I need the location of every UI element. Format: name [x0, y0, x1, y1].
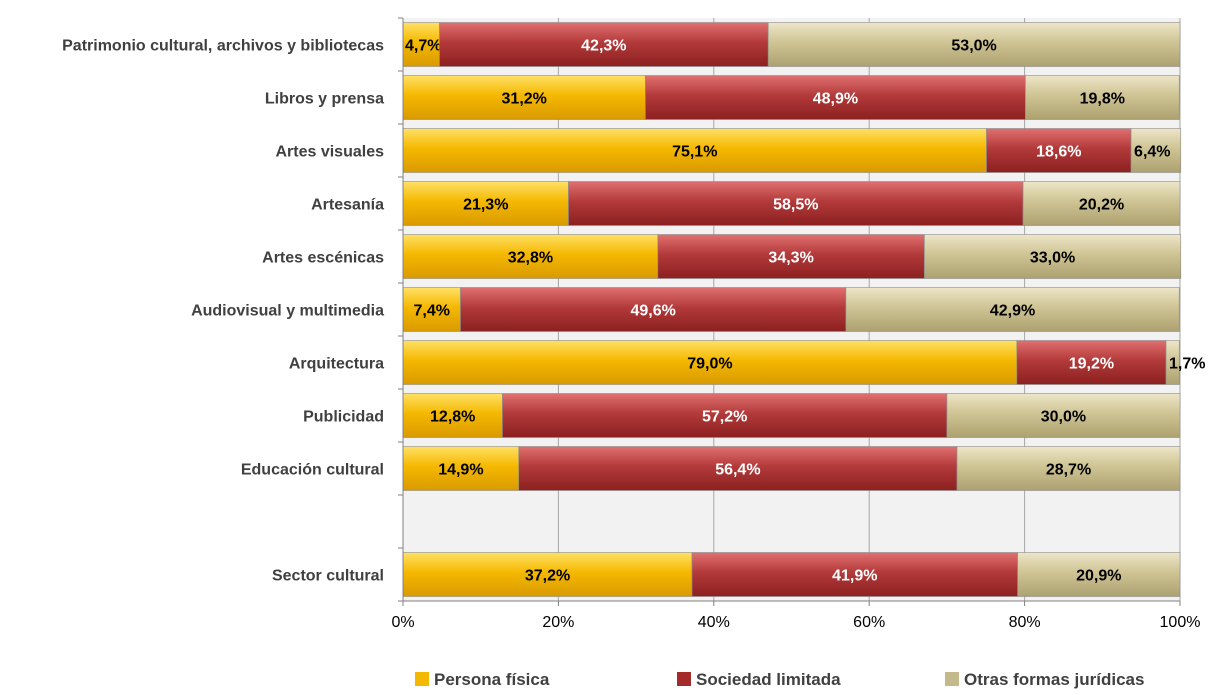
bar-segment-3	[946, 393, 1181, 438]
data-label: 42,9%	[990, 303, 1035, 320]
bar-segment-1	[402, 552, 693, 597]
data-label: 41,9%	[832, 568, 877, 585]
data-label: 37,2%	[525, 568, 570, 585]
data-label: 75,1%	[672, 144, 717, 161]
data-label: 42,3%	[581, 38, 626, 55]
data-label: 12,8%	[430, 409, 475, 426]
x-tick-label: 80%	[1009, 614, 1041, 631]
data-label: 19,2%	[1069, 356, 1114, 373]
bar-segment-1	[402, 446, 520, 491]
data-label: 28,7%	[1046, 462, 1091, 479]
bar-segment-2	[460, 287, 847, 332]
bar-segment-2	[1016, 340, 1167, 385]
legend-swatch-2	[677, 672, 691, 686]
bar-segment-3	[956, 446, 1181, 491]
bar-segment-3	[1130, 128, 1182, 173]
data-label: 32,8%	[508, 250, 553, 267]
category-label: Libros y prensa	[265, 91, 384, 108]
bar-segment-2	[518, 446, 958, 491]
bar-segment-2	[568, 181, 1024, 226]
category-label: Audiovisual y multimedia	[191, 303, 384, 320]
data-label: 49,6%	[631, 303, 676, 320]
data-label: 57,2%	[702, 409, 747, 426]
data-label: 30,0%	[1041, 409, 1086, 426]
category-label: Artes visuales	[275, 144, 384, 161]
legend-label-2: Sociedad limitada	[696, 670, 841, 689]
data-label: 19,8%	[1080, 91, 1125, 108]
data-label: 53,0%	[951, 38, 996, 55]
category-label: Arquitectura	[289, 356, 384, 373]
bar-segment-3	[1022, 181, 1181, 226]
x-tick-label: 20%	[542, 614, 574, 631]
data-label: 4,7%	[405, 38, 441, 55]
x-tick-label: 40%	[698, 614, 730, 631]
bar-segment-1	[402, 128, 987, 173]
bar-segment-1	[402, 75, 646, 120]
bar-segment-3	[1017, 552, 1181, 597]
data-label: 14,9%	[438, 462, 483, 479]
bar-segment-3	[845, 287, 1180, 332]
data-label: 56,4%	[715, 462, 760, 479]
bars: 4,7% 42,3% 53,0% 31,2% 48,9% 19,8% 75,1% 18,6% 6…	[402, 22, 1205, 597]
legend-label-1: Persona física	[434, 670, 550, 689]
x-tick-label: 0%	[391, 614, 414, 631]
category-label: Sector cultural	[272, 568, 384, 585]
bar-segment-2	[657, 234, 925, 279]
category-label: Patrimonio cultural, archivos y bibliote…	[62, 38, 384, 55]
bar-segment-3	[924, 234, 1182, 279]
bar-segment-1	[402, 181, 569, 226]
data-label: 79,0%	[687, 356, 732, 373]
data-label: 34,3%	[768, 250, 813, 267]
bar-segment-3	[1025, 75, 1180, 120]
data-label: 1,7%	[1169, 356, 1205, 373]
axes	[398, 17, 1181, 606]
legend: Persona física Sociedad limitada Otras for…	[415, 670, 1144, 689]
bar-segment-1	[402, 393, 503, 438]
bar-segment-3	[1165, 340, 1180, 385]
legend-swatch-1	[415, 672, 429, 686]
data-label: 6,4%	[1134, 144, 1170, 161]
data-label: 18,6%	[1036, 144, 1081, 161]
data-label: 20,9%	[1076, 568, 1121, 585]
data-label: 33,0%	[1030, 250, 1075, 267]
x-tick-labels: 0% 20% 40% 60% 80% 100%	[391, 614, 1200, 631]
category-label: Artesanía	[311, 197, 384, 214]
category-label: Educación cultural	[241, 462, 384, 479]
bar-segment-2	[986, 128, 1132, 173]
bar-segment-3	[767, 22, 1181, 67]
category-label: Publicidad	[303, 409, 384, 426]
data-label: 48,9%	[813, 91, 858, 108]
bar-segment-2	[691, 552, 1018, 597]
legend-label-3: Otras formas jurídicas	[964, 670, 1144, 689]
data-label: 7,4%	[414, 303, 450, 320]
legend-swatch-3	[945, 672, 959, 686]
bar-segment-2	[645, 75, 1026, 120]
data-label: 20,2%	[1079, 197, 1124, 214]
category-label: Artes escénicas	[262, 250, 384, 267]
data-label: 31,2%	[502, 91, 547, 108]
x-tick-label: 100%	[1160, 614, 1201, 631]
bar-segment-1	[402, 287, 461, 332]
data-label: 21,3%	[463, 197, 508, 214]
x-tick-label: 60%	[853, 614, 885, 631]
data-label: 58,5%	[773, 197, 818, 214]
category-labels: Patrimonio cultural, archivos y bibliote…	[62, 38, 384, 585]
